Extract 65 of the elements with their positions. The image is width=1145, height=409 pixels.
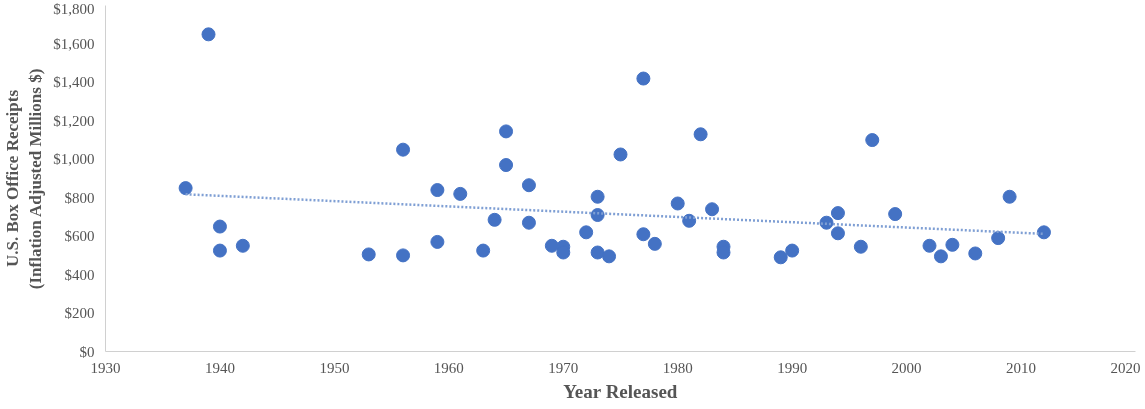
point [888, 207, 903, 222]
point [613, 147, 628, 162]
x-tick-label: 2010 [1006, 359, 1037, 376]
y-axis-title: U.S. Box Office Receipts (Inflation Adjusted Millions $) [3, 68, 46, 290]
point [705, 202, 720, 217]
point [396, 248, 411, 263]
point [670, 196, 685, 211]
point [865, 133, 880, 148]
point [453, 186, 468, 201]
x-tick-label: 2020 [1110, 359, 1141, 376]
x-tick-label: 1950 [319, 359, 350, 376]
y-tick-label: $1,200 [53, 112, 95, 129]
y-tick-label: $0 [79, 343, 95, 360]
point [521, 178, 536, 193]
point [430, 234, 445, 249]
y-tick-label: $1,000 [53, 151, 95, 168]
point [636, 71, 651, 86]
point [361, 247, 376, 262]
point [693, 127, 708, 142]
point [853, 239, 868, 254]
point [647, 236, 662, 251]
point [178, 181, 193, 196]
y-tick-label: $1,600 [53, 35, 95, 52]
point [636, 227, 651, 242]
point [968, 246, 983, 261]
y-tick-label: $600 [64, 228, 95, 245]
point [602, 249, 617, 264]
x-tick-label: 2000 [891, 359, 922, 376]
x-tick-label: 1940 [204, 359, 235, 376]
point [933, 249, 948, 264]
point [201, 27, 216, 42]
point [830, 226, 845, 241]
point [590, 245, 605, 260]
point [991, 231, 1006, 246]
point [830, 206, 845, 221]
point [521, 215, 536, 230]
point [396, 142, 411, 157]
point [499, 158, 514, 173]
y-tick-label: $800 [64, 189, 95, 206]
y-tick-label: $200 [64, 305, 95, 322]
point [212, 219, 227, 234]
point [773, 250, 788, 265]
point [1002, 189, 1017, 204]
point [922, 238, 937, 253]
y-tick-label: $1,800 [53, 0, 95, 17]
point [1036, 225, 1051, 240]
point [212, 243, 227, 258]
x-tick-label: 1970 [548, 359, 579, 376]
point [579, 225, 594, 240]
point [487, 212, 502, 227]
point [476, 243, 491, 258]
point [235, 238, 250, 253]
y-tick-label: $1,400 [53, 74, 95, 91]
y-tick-label: $400 [64, 266, 95, 283]
point [499, 124, 514, 139]
point [945, 237, 960, 252]
x-tick-label: 1980 [662, 359, 693, 376]
point [430, 183, 445, 198]
x-tick-label: 1990 [777, 359, 808, 376]
x-tick-label: 1960 [433, 359, 464, 376]
point [785, 243, 800, 258]
x-tick-label: 1930 [90, 359, 121, 376]
point [544, 238, 559, 253]
x-axis-title: Year Released [563, 380, 678, 402]
point [590, 189, 605, 204]
